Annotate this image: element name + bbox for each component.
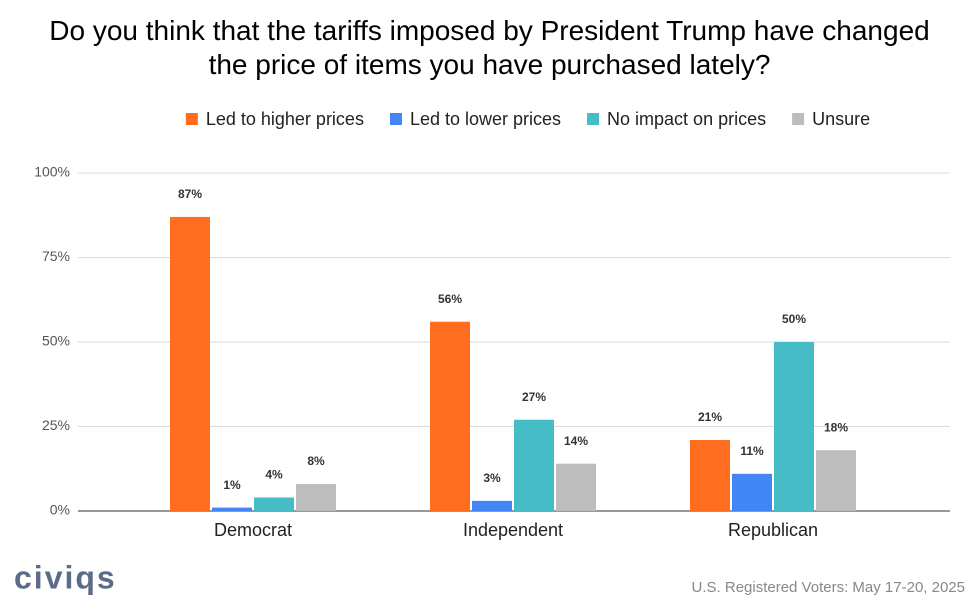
legend-label: Led to lower prices xyxy=(410,109,561,129)
x-tick-label: Democrat xyxy=(214,520,292,540)
x-tick-label: Independent xyxy=(463,520,563,540)
legend-swatch xyxy=(185,113,198,125)
legend-label: Unsure xyxy=(812,109,870,129)
bar xyxy=(430,321,470,511)
logo: civiqs xyxy=(14,559,117,595)
bar xyxy=(774,342,814,511)
y-tick-label: 100% xyxy=(34,164,70,180)
y-tick-label: 25% xyxy=(42,417,70,433)
value-label: 56% xyxy=(438,292,462,306)
value-label: 18% xyxy=(824,420,848,434)
legend-swatch xyxy=(389,113,402,125)
value-label: 11% xyxy=(740,444,764,458)
legend-label: Led to higher prices xyxy=(206,109,364,129)
legend-label: No impact on prices xyxy=(607,109,766,129)
bar xyxy=(556,463,596,511)
value-label: 1% xyxy=(223,478,241,492)
bar xyxy=(514,419,554,511)
source-note: U.S. Registered Voters: May 17-20, 2025 xyxy=(692,579,965,596)
bar xyxy=(732,473,772,511)
legend-swatch xyxy=(792,113,805,125)
bar xyxy=(296,483,336,511)
value-label: 14% xyxy=(564,434,588,448)
x-tick-label: Republican xyxy=(728,520,818,540)
value-label: 8% xyxy=(307,454,325,468)
value-label: 21% xyxy=(698,410,722,424)
y-tick-label: 0% xyxy=(50,502,70,518)
bar xyxy=(212,507,252,511)
chart-title: Do you think that the tariffs imposed by… xyxy=(49,15,930,80)
bar xyxy=(690,440,730,511)
value-label: 4% xyxy=(265,468,283,482)
value-label: 50% xyxy=(782,312,806,326)
bar xyxy=(254,497,294,511)
bar xyxy=(472,500,512,511)
value-label: 27% xyxy=(522,390,546,404)
bar xyxy=(170,216,210,511)
y-tick-label: 50% xyxy=(42,333,70,349)
legend-swatch xyxy=(587,113,600,125)
y-tick-label: 75% xyxy=(42,248,70,264)
value-label: 3% xyxy=(483,471,501,485)
bar xyxy=(816,450,856,511)
value-label: 87% xyxy=(178,187,202,201)
